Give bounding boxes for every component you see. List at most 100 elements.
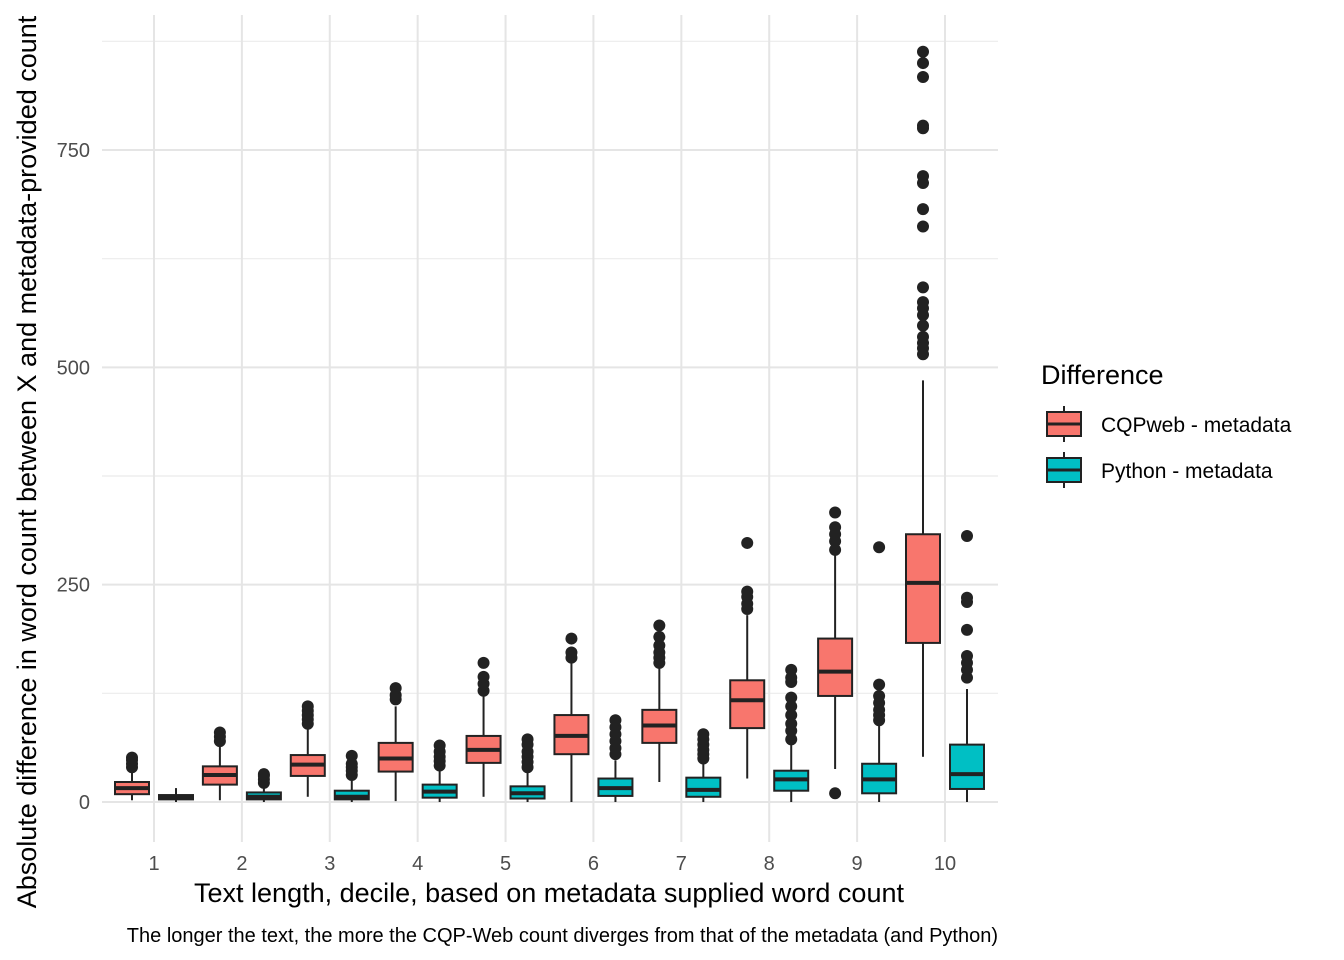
outlier-point [126, 751, 138, 764]
outlier-point [829, 506, 842, 519]
outlier-point [785, 717, 798, 730]
outlier-point [785, 709, 798, 722]
outlier-point [345, 749, 358, 762]
box-cqpweb-decile-2 [201, 726, 238, 801]
box-cqpweb-decile-3 [289, 700, 326, 797]
outlier-point [653, 639, 666, 652]
box-python-decile-2 [245, 768, 282, 802]
box-cqpweb-decile-7 [641, 619, 678, 783]
outlier-point [785, 700, 798, 713]
outlier-point [961, 623, 973, 636]
outlier-point [785, 733, 798, 746]
outlier-point [477, 670, 490, 683]
outlier-point [785, 691, 798, 704]
box-python-decile-6 [597, 714, 634, 802]
y-tick-label: 500 [57, 357, 90, 379]
outlier-point [873, 689, 886, 702]
outlier-point [213, 726, 226, 739]
box-python-decile-7 [685, 728, 722, 802]
x-tick-label: 5 [500, 853, 511, 875]
outlier-point [873, 541, 886, 554]
x-tick-label: 9 [852, 853, 863, 875]
outlier-point [917, 57, 929, 70]
outlier-point [917, 119, 929, 132]
box-cqpweb-decile-6 [553, 632, 590, 802]
box-python-decile-5 [509, 733, 546, 802]
legend-item-python: Python - metadata [1046, 452, 1273, 488]
x-tick-label: 10 [934, 853, 956, 875]
x-tick-labels: 1 2 3 4 5 6 7 8 9 10 [148, 853, 956, 875]
box-python-decile-3 [333, 749, 370, 802]
box-python-decile-8 [773, 663, 810, 802]
box-python-decile-9 [861, 541, 898, 802]
y-tick-label: 750 [57, 140, 90, 162]
box-python-decile-10 [949, 529, 985, 802]
box-python-decile-4 [421, 739, 458, 802]
outlier-point [433, 739, 446, 752]
outlier-point [829, 543, 842, 556]
outlier-point [609, 714, 622, 727]
outlier-point [829, 521, 842, 534]
box-body [729, 679, 766, 730]
box-cqpweb-decile-5 [465, 656, 502, 797]
box-body [685, 776, 722, 798]
x-tick-label: 3 [324, 853, 335, 875]
outlier-point [917, 281, 929, 294]
box-body [949, 743, 985, 790]
chart-caption: The longer the text, the more the CQP-We… [127, 925, 998, 947]
y-tick-label: 250 [57, 575, 90, 597]
outlier-point [917, 170, 929, 183]
outlier-point [653, 630, 666, 643]
outlier-point [917, 203, 929, 216]
legend-item-cqpweb: CQPweb - metadata [1046, 406, 1292, 442]
outlier-point [917, 45, 929, 58]
box-cqpweb-decile-10 [905, 45, 941, 757]
outlier-point [917, 220, 929, 233]
outlier-point [961, 649, 973, 662]
x-tick-label: 6 [588, 853, 599, 875]
outlier-point [917, 330, 929, 343]
outlier-point [741, 536, 754, 549]
legend-label: CQPweb - metadata [1101, 414, 1292, 437]
box-body [905, 533, 941, 644]
outlier-point [565, 646, 578, 659]
legend-label: Python - metadata [1101, 460, 1273, 483]
outlier-point [697, 728, 710, 741]
box-cqpweb-decile-9 [817, 506, 854, 800]
outlier-point [917, 70, 929, 83]
box-cqpweb-decile-1 [114, 751, 150, 801]
box-series [114, 45, 985, 802]
box-python-decile-1 [158, 788, 194, 802]
x-tick-label: 8 [764, 853, 775, 875]
outlier-point [389, 682, 402, 695]
outlier-point [961, 529, 973, 542]
outlier-point [961, 591, 973, 604]
x-tick-label: 2 [236, 853, 247, 875]
outlier-point [829, 787, 842, 800]
x-tick-label: 7 [676, 853, 687, 875]
box-cqpweb-decile-8 [729, 536, 766, 779]
outlier-point [917, 296, 929, 309]
outlier-point [741, 585, 754, 598]
outlier-point [301, 700, 314, 713]
outlier-point [653, 619, 666, 632]
box-body [817, 637, 854, 697]
outlier-point [873, 678, 886, 691]
y-tick-label: 0 [79, 792, 90, 814]
outlier-point [477, 656, 490, 669]
outlier-point [785, 663, 798, 676]
y-tick-labels: 0 250 500 750 [57, 140, 90, 814]
box-cqpweb-decile-4 [377, 682, 414, 802]
y-axis-title: Absolute difference in word count betwee… [12, 15, 42, 908]
legend-title: Difference [1041, 360, 1164, 390]
x-axis-title: Text length, decile, based on metadata s… [194, 878, 904, 908]
grid-major [102, 15, 998, 842]
x-tick-label: 4 [412, 853, 423, 875]
x-tick-label: 1 [148, 853, 159, 875]
legend: Difference CQPweb - metadata Python - met… [1041, 360, 1292, 488]
outlier-point [917, 319, 929, 332]
outlier-point [521, 733, 534, 746]
outlier-point [257, 768, 270, 781]
outlier-point [565, 632, 578, 645]
